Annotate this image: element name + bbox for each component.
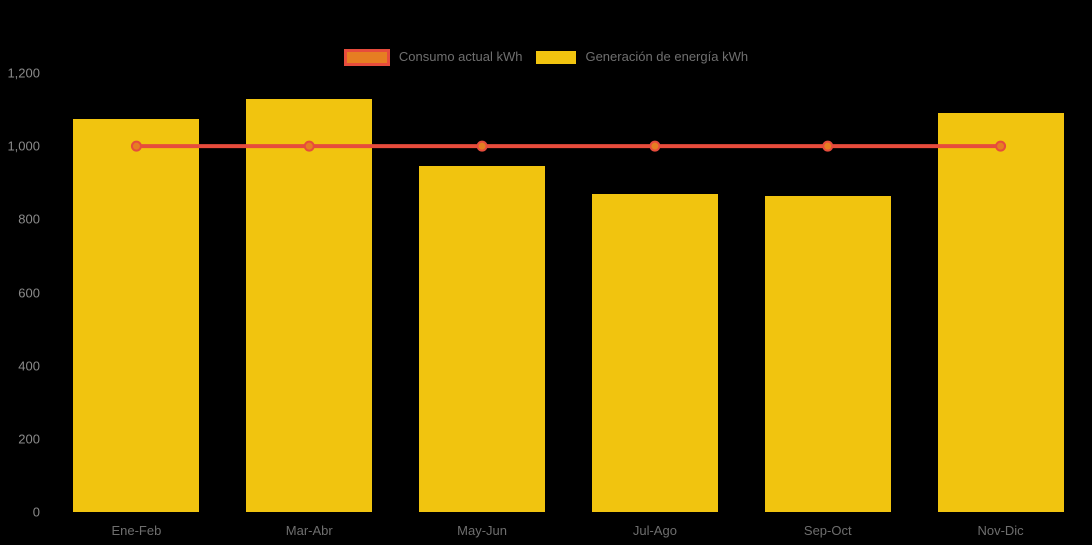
x-axis-tick-label: Sep-Oct bbox=[803, 523, 852, 538]
bar-Sep-Oct[interactable] bbox=[764, 196, 891, 512]
legend: Consumo actual kWh Generación de energía… bbox=[0, 48, 1092, 66]
x-axis-tick-label: Mar-Abr bbox=[285, 523, 333, 538]
legend-label-generacion: Generación de energía kWh bbox=[585, 49, 749, 64]
bar-Ene-Feb[interactable] bbox=[73, 118, 200, 512]
bar-May-Jun[interactable] bbox=[419, 166, 546, 512]
line-marker-Jul-Ago[interactable] bbox=[649, 140, 661, 152]
x-axis-tick-label: Nov-Dic bbox=[977, 523, 1024, 538]
y-axis-tick-label: 600 bbox=[18, 285, 40, 300]
legend-swatch-generacion-icon bbox=[536, 50, 577, 64]
line-marker-Sep-Oct[interactable] bbox=[822, 140, 834, 152]
legend-item-consumo[interactable]: Consumo actual kWh bbox=[343, 48, 523, 66]
line-marker-Mar-Abr[interactable] bbox=[303, 140, 315, 152]
line-marker-Ene-Feb[interactable] bbox=[130, 140, 142, 152]
line-marker-May-Jun[interactable] bbox=[476, 140, 488, 152]
x-axis-tick-label: Jul-Ago bbox=[632, 523, 677, 538]
bar-Mar-Abr[interactable] bbox=[246, 98, 373, 512]
y-axis-tick-label: 800 bbox=[18, 211, 40, 227]
legend-swatch-consumo-icon bbox=[343, 48, 390, 66]
x-axis-tick-label: May-Jun bbox=[457, 523, 507, 538]
legend-label-consumo: Consumo actual kWh bbox=[398, 49, 523, 64]
y-axis-tick-label: 400 bbox=[18, 358, 40, 374]
y-axis-tick-label: 1,000 bbox=[7, 138, 40, 154]
line-marker-Nov-Dic[interactable] bbox=[995, 140, 1007, 152]
y-axis-tick-label: 0 bbox=[32, 504, 40, 520]
legend-item-generacion[interactable]: Generación de energía kWh bbox=[536, 48, 748, 66]
bar-Nov-Dic[interactable] bbox=[937, 113, 1064, 512]
x-axis-tick-label: Ene-Feb bbox=[111, 523, 162, 538]
y-axis-tick-label: 200 bbox=[18, 431, 40, 447]
bar-Jul-Ago[interactable] bbox=[591, 193, 718, 512]
y-axis-tick-label: 1,200 bbox=[7, 65, 40, 81]
